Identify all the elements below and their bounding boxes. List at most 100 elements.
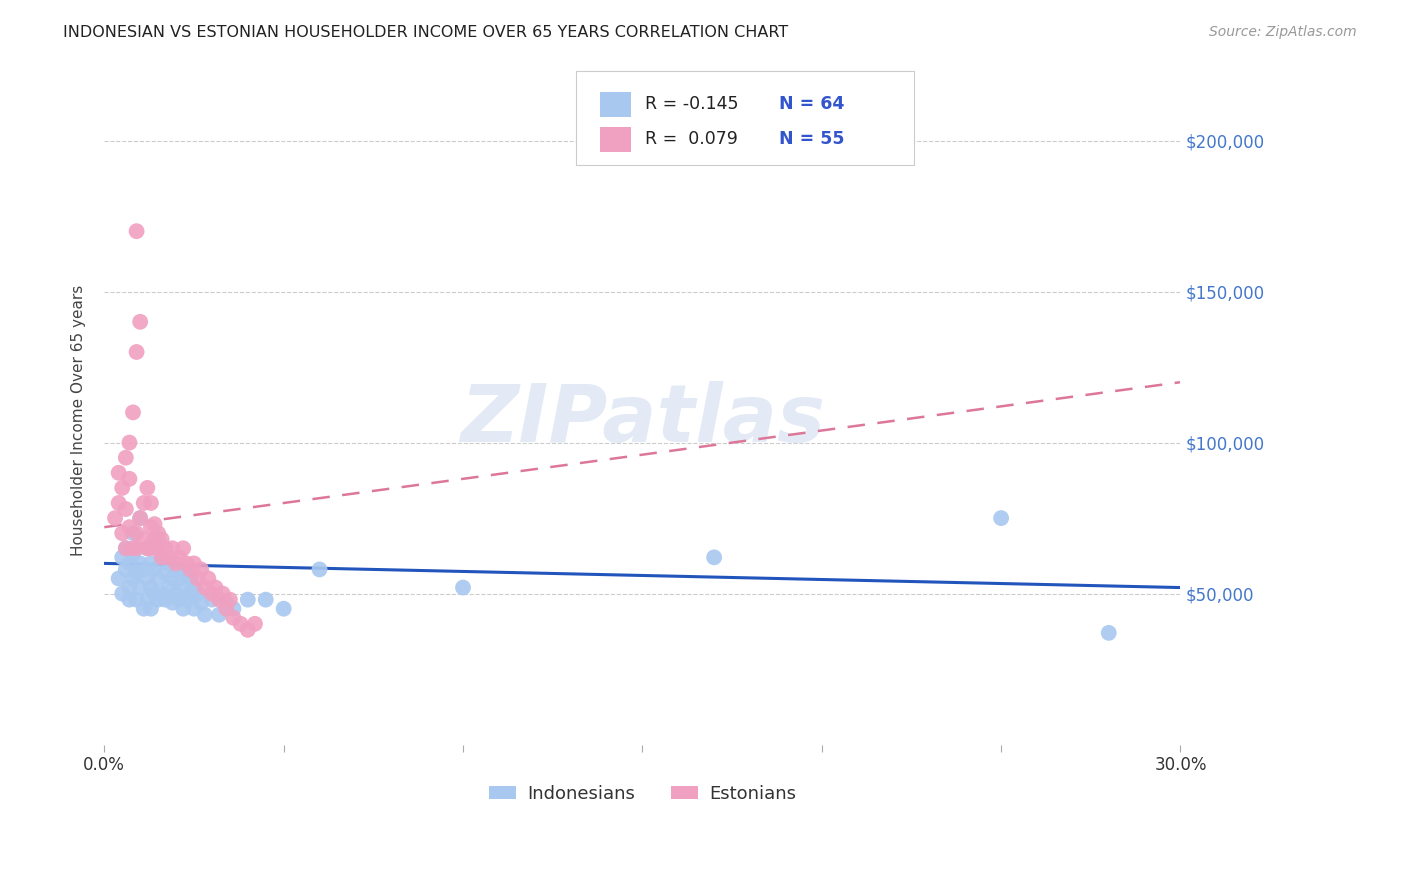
Point — [208, 592, 231, 607]
Point — [162, 572, 184, 586]
Point — [169, 572, 191, 586]
Point — [169, 592, 191, 607]
Point — [169, 550, 191, 565]
Point — [190, 562, 212, 576]
Point — [139, 557, 162, 571]
Point — [150, 533, 173, 547]
Point — [129, 581, 152, 595]
Point — [218, 592, 240, 607]
Point — [122, 547, 145, 561]
Point — [114, 541, 136, 556]
Legend: Indonesians, Estonians: Indonesians, Estonians — [482, 778, 803, 810]
Point — [111, 550, 134, 565]
Point — [703, 550, 725, 565]
Point — [215, 596, 238, 610]
Point — [139, 601, 162, 615]
Point — [111, 526, 134, 541]
Point — [150, 586, 173, 600]
Point — [146, 533, 169, 547]
Point — [129, 511, 152, 525]
Point — [155, 566, 177, 580]
Point — [222, 601, 245, 615]
Point — [187, 586, 209, 600]
Point — [139, 581, 162, 595]
Point — [125, 592, 148, 607]
Point — [118, 472, 141, 486]
Point — [122, 541, 145, 556]
Point — [132, 533, 155, 547]
Point — [143, 562, 166, 576]
Point — [162, 541, 184, 556]
Point — [150, 550, 173, 565]
Point — [114, 541, 136, 556]
Point — [136, 592, 159, 607]
Point — [111, 481, 134, 495]
Point — [122, 526, 145, 541]
Point — [157, 557, 180, 571]
Point — [172, 541, 194, 556]
Point — [183, 581, 205, 595]
Y-axis label: Householder Income Over 65 years: Householder Income Over 65 years — [72, 285, 86, 556]
Point — [190, 596, 212, 610]
Point — [990, 511, 1012, 525]
Point — [114, 450, 136, 465]
Point — [162, 596, 184, 610]
Point — [107, 496, 129, 510]
Point — [172, 601, 194, 615]
Point — [143, 586, 166, 600]
Point — [136, 541, 159, 556]
Point — [132, 601, 155, 615]
Point — [129, 511, 152, 525]
Point — [125, 541, 148, 556]
Point — [146, 592, 169, 607]
Point — [183, 601, 205, 615]
Point — [157, 581, 180, 595]
Text: R =  0.079: R = 0.079 — [645, 130, 738, 148]
Point — [104, 511, 127, 525]
Point — [273, 601, 295, 615]
Point — [146, 572, 169, 586]
Point — [157, 550, 180, 565]
Point — [222, 611, 245, 625]
Point — [118, 581, 141, 595]
Point — [155, 541, 177, 556]
Point — [125, 224, 148, 238]
Point — [176, 592, 198, 607]
Point — [122, 572, 145, 586]
Point — [215, 601, 238, 615]
Point — [132, 562, 155, 576]
Point — [136, 481, 159, 495]
Point — [243, 616, 266, 631]
Text: Source: ZipAtlas.com: Source: ZipAtlas.com — [1209, 25, 1357, 39]
Point — [146, 526, 169, 541]
Point — [129, 557, 152, 571]
Point — [118, 557, 141, 571]
Point — [129, 315, 152, 329]
Text: ZIPatlas: ZIPatlas — [460, 381, 825, 459]
Point — [183, 557, 205, 571]
Point — [179, 562, 201, 576]
Point — [146, 541, 169, 556]
Point — [165, 562, 187, 576]
Point — [136, 541, 159, 556]
Point — [451, 581, 474, 595]
Text: R = -0.145: R = -0.145 — [645, 95, 740, 113]
Point — [143, 533, 166, 547]
Point — [254, 592, 277, 607]
Point — [179, 572, 201, 586]
Point — [150, 550, 173, 565]
Point — [176, 557, 198, 571]
Point — [114, 562, 136, 576]
Point — [118, 520, 141, 534]
Point — [155, 592, 177, 607]
Point — [176, 566, 198, 580]
Point — [208, 607, 231, 622]
Text: N = 64: N = 64 — [779, 95, 844, 113]
Point — [122, 405, 145, 419]
Point — [211, 586, 233, 600]
Point — [114, 502, 136, 516]
Point — [132, 496, 155, 510]
Point — [308, 562, 330, 576]
Point — [165, 557, 187, 571]
Point — [172, 581, 194, 595]
